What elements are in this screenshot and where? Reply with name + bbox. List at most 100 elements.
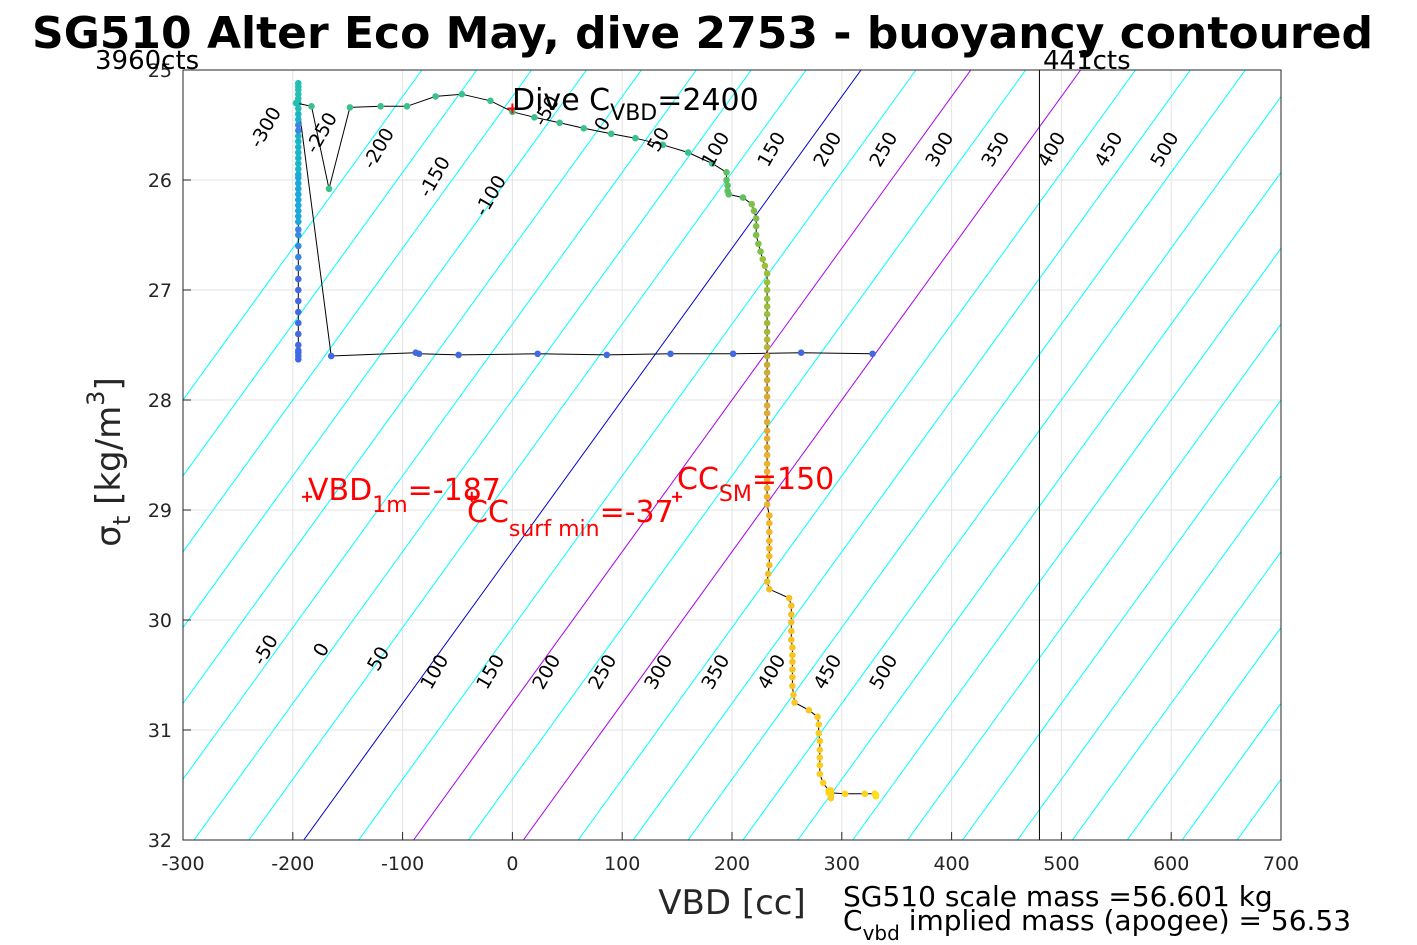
data-point — [763, 435, 771, 442]
data-point — [861, 790, 869, 798]
data-point — [763, 336, 771, 343]
data-point — [294, 143, 302, 151]
x-tick-label: 300 — [824, 853, 860, 875]
contour-line — [413, 70, 972, 840]
data-point — [766, 519, 773, 527]
x-tick-label: -300 — [161, 853, 204, 875]
data-point — [787, 627, 795, 635]
data-point — [790, 691, 797, 699]
data-point — [814, 713, 821, 721]
y-axis-label-sigma: σ — [89, 525, 129, 547]
contour-line — [1181, 702, 1281, 840]
contour-line — [1402, 70, 1417, 840]
data-point — [816, 746, 824, 754]
data-point — [432, 93, 439, 100]
data-point — [294, 165, 302, 173]
data-point — [763, 303, 771, 310]
left-counts-label: 3960cts — [95, 46, 199, 76]
cc-surf-min-annotation: CCsurf min=-37 — [467, 495, 674, 542]
contour-line — [183, 70, 587, 629]
contour-line — [632, 70, 1191, 840]
data-point — [294, 202, 302, 209]
contour-line — [303, 70, 862, 840]
contour-line — [962, 399, 1281, 840]
data-point — [789, 644, 796, 651]
data-point — [294, 347, 302, 354]
data-point — [294, 196, 302, 204]
data-point — [763, 393, 771, 401]
data-point — [763, 451, 771, 459]
y-tick-label: 27 — [148, 280, 172, 302]
data-point — [294, 231, 302, 239]
data-point — [766, 545, 773, 552]
data-point — [815, 721, 823, 728]
y-axis-label-end: ] — [89, 377, 129, 390]
data-point — [739, 194, 747, 201]
contour-line — [193, 70, 752, 840]
contour-line — [183, 70, 697, 781]
data-point — [752, 222, 760, 230]
data-point — [764, 570, 772, 578]
data-point — [766, 561, 773, 569]
contour-line — [358, 70, 917, 840]
data-point — [292, 99, 300, 107]
data-point — [294, 213, 302, 220]
data-point — [815, 730, 823, 737]
dive-cvbd-annotation: Dive CVBD=2400 — [512, 83, 759, 126]
data-point — [763, 484, 771, 492]
data-point — [294, 154, 302, 162]
data-point — [763, 402, 771, 409]
data-point — [763, 319, 771, 327]
data-point — [294, 127, 302, 134]
data-point — [763, 270, 771, 277]
contour-line — [907, 323, 1281, 840]
y-tick-label: 25 — [148, 60, 172, 82]
data-point — [752, 231, 760, 239]
data-point — [580, 125, 588, 132]
data-point — [869, 350, 876, 358]
y-tick-label: 30 — [148, 610, 172, 632]
data-point — [787, 611, 795, 618]
data-point — [724, 182, 731, 189]
data-point — [787, 602, 795, 609]
vbd-1m-annotation: VBD1m=-187 — [308, 473, 501, 518]
data-point — [759, 255, 767, 263]
x-tick-label: 200 — [714, 853, 750, 875]
cc-sm-sub: SM — [719, 482, 752, 507]
data-point — [603, 351, 611, 359]
data-point — [294, 171, 302, 178]
data-point — [723, 176, 730, 184]
data-point — [791, 699, 798, 706]
x-axis-ticks: -300 -200 -100 0 100 200 300 400 500 600 700 — [161, 832, 1299, 875]
y-tick-label: 32 — [148, 830, 172, 852]
x-tick-label: 600 — [1153, 853, 1189, 875]
x-tick-label: 0 — [506, 853, 518, 875]
contour-line — [1347, 70, 1417, 840]
data-point — [632, 134, 639, 142]
contour-line — [183, 70, 642, 705]
data-point — [785, 594, 793, 602]
dive-cvbd-main: Dive C — [512, 83, 610, 118]
contour-line — [468, 70, 1027, 840]
data-point — [763, 310, 771, 318]
data-point — [708, 160, 716, 167]
data-point — [841, 790, 849, 798]
data-point — [763, 475, 771, 483]
data-point — [789, 682, 796, 690]
chart-title: SG510 Alter Eco May, dive 2753 - buoyanc… — [32, 8, 1373, 59]
data-point — [819, 779, 827, 787]
data-point — [748, 200, 756, 208]
cc-sm-value: =150 — [752, 462, 834, 497]
data-point — [294, 330, 302, 338]
data-point — [729, 350, 737, 358]
data-point — [763, 385, 771, 393]
data-point — [763, 328, 771, 336]
data-point — [763, 376, 771, 384]
data-point — [816, 770, 824, 778]
data-point — [766, 537, 773, 545]
data-point — [294, 207, 302, 215]
contour-line — [183, 70, 533, 553]
data-point — [325, 185, 333, 193]
data-point — [763, 279, 771, 286]
data-point — [757, 248, 764, 255]
